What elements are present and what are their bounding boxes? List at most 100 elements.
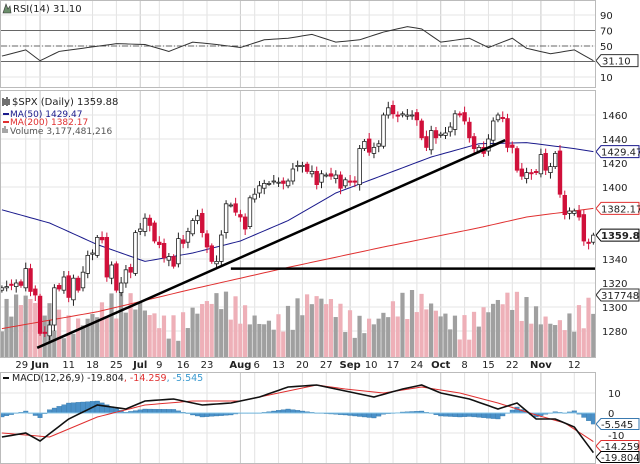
candle	[333, 174, 338, 179]
candle	[28, 268, 33, 292]
macd-histogram-bar	[590, 412, 596, 425]
x-tick-label: Jun	[30, 360, 49, 371]
candlestick-icon	[2, 97, 10, 106]
candle	[247, 197, 253, 228]
volume-bar	[56, 309, 62, 357]
volume-bar	[204, 301, 210, 357]
candle	[572, 210, 577, 214]
close-value-label: 1359.88	[601, 231, 640, 242]
candle	[452, 113, 458, 130]
candle	[366, 138, 372, 153]
candle	[23, 268, 28, 289]
candle	[304, 163, 310, 172]
candle	[314, 170, 319, 185]
candle	[95, 236, 100, 256]
volume-bar	[548, 323, 553, 357]
macd-histogram-bar	[51, 407, 57, 414]
volume-bar	[486, 312, 491, 357]
rsi-line	[1, 26, 594, 62]
macd-legend: MACD(12,26,9) -19.804, -14.259, -5.545	[3, 373, 203, 384]
rsi-value-label: 31.10	[602, 57, 631, 68]
candle	[562, 194, 567, 215]
macd-histogram-value-label: -5.545	[601, 420, 633, 431]
volume-bar	[338, 303, 343, 357]
macd-histogram-bar	[71, 402, 76, 414]
candle	[37, 295, 43, 334]
candle	[328, 173, 334, 177]
candle	[18, 281, 24, 286]
macd-histogram-bar	[37, 412, 43, 418]
macd-histogram-bar	[361, 412, 367, 418]
candle	[76, 277, 81, 291]
volume-bar	[562, 330, 567, 357]
candle	[428, 130, 434, 151]
candle	[486, 138, 491, 152]
volume-bar	[390, 301, 396, 357]
macd-histogram-bar	[471, 412, 477, 418]
volume-bar	[347, 310, 353, 357]
volume-bar	[414, 312, 419, 357]
candle	[195, 215, 200, 222]
candle	[543, 152, 548, 171]
candle	[4, 286, 9, 289]
x-tick-label: 23	[201, 360, 214, 371]
volume-bar	[242, 305, 248, 357]
volume-bar	[271, 329, 276, 357]
volume-bar	[376, 318, 381, 357]
ma200-value-tag	[595, 201, 640, 215]
candle	[414, 112, 420, 121]
candle	[271, 180, 276, 183]
candle	[548, 166, 553, 174]
candle	[381, 114, 386, 147]
spx-title: $SPX (Daily) 1359.88	[12, 97, 118, 108]
candle	[581, 214, 587, 242]
volume-bar	[510, 309, 515, 357]
rsi-icon	[2, 3, 12, 14]
candle	[290, 168, 296, 182]
candle	[99, 236, 105, 241]
macd-signal-value-label: -14.259	[601, 442, 640, 453]
volume-bar	[161, 315, 167, 357]
candle	[114, 263, 119, 291]
volume-bar	[104, 316, 109, 357]
candle	[462, 112, 467, 122]
macd-histogram-bar	[99, 402, 105, 414]
volume-bar	[371, 324, 376, 357]
candle	[204, 233, 210, 248]
x-tick-label: 10	[365, 360, 378, 371]
volume-bar	[514, 291, 520, 357]
x-tick-label: 12	[568, 360, 581, 371]
candle	[471, 136, 477, 150]
candle	[376, 143, 381, 147]
candle	[123, 269, 129, 284]
x-tick-label: 15	[482, 360, 495, 371]
candle	[80, 271, 86, 289]
candle	[362, 140, 367, 149]
volume-bar	[424, 309, 429, 357]
macd-macd-value-label: -19.804	[601, 453, 640, 464]
candle	[433, 130, 439, 139]
candle	[180, 239, 186, 244]
volume-bar	[538, 324, 543, 357]
macd-histogram-bar	[357, 412, 363, 417]
macd-macd-value-tag	[595, 451, 640, 463]
x-tick-label: Oct	[431, 360, 450, 371]
candle	[505, 118, 510, 148]
volume-bar	[386, 317, 391, 357]
candle	[576, 210, 582, 218]
volume-bar	[147, 315, 152, 357]
volume-bar	[76, 318, 81, 357]
candle	[295, 164, 300, 167]
candle	[161, 242, 167, 259]
close-value-tag	[595, 228, 640, 242]
x-tick-label: 11	[62, 360, 75, 371]
candle	[190, 220, 195, 235]
volume-bar	[405, 319, 410, 357]
volume-bar	[52, 330, 57, 357]
volume-bar	[524, 297, 529, 357]
volume-bar	[223, 291, 229, 357]
volume-bar	[395, 316, 400, 357]
volume-bar	[362, 333, 367, 357]
macd-signal-line	[1, 384, 594, 442]
candle	[352, 180, 358, 183]
